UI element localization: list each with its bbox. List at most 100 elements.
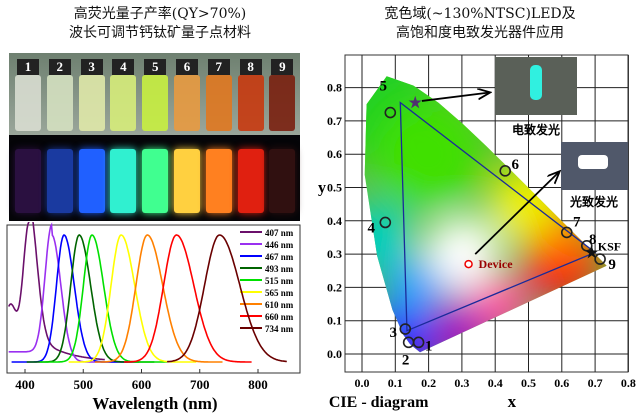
cie-point-marker <box>402 336 415 349</box>
el-arrow <box>421 93 489 102</box>
legend-label: 660 nm <box>265 312 294 322</box>
y-tick-label: 0.8 <box>327 81 342 95</box>
cie-point-label: 1 <box>425 338 433 354</box>
cie-point-label: 2 <box>402 352 410 368</box>
el-label: 电致发光 <box>512 122 560 137</box>
x-tick-label: 0.0 <box>355 376 370 390</box>
vial-daylight <box>142 75 169 131</box>
left-title-line2: 波长可调节钙钛矿量子点材料 <box>69 25 251 41</box>
vial-emission <box>142 149 169 213</box>
cie-point-label: 7 <box>573 214 581 230</box>
left-title-line1: 高荧光量子产率(QY>70%) <box>73 6 247 22</box>
cie-point-label: 9 <box>608 257 616 273</box>
ksf-label: KSF <box>598 239 621 253</box>
x-tick-label: 0.2 <box>421 376 436 390</box>
y-tick-label: 0.2 <box>327 280 342 294</box>
plot-frame <box>6 224 301 374</box>
device-marker <box>464 259 473 269</box>
y-axis-label: y <box>318 180 326 197</box>
device-label: Device <box>479 257 514 271</box>
x-tick-label: 500 <box>74 377 94 392</box>
el-pixel-glow <box>530 65 542 100</box>
right-title-line2: 高饱和度电致发光器件应用 <box>396 25 564 41</box>
vial-number-label: 4 <box>112 59 135 75</box>
y-tick-label: 0.6 <box>327 147 342 161</box>
pl-arrow <box>474 173 558 255</box>
ksf-star-icon: ★ <box>585 245 599 261</box>
cie-point-marker <box>399 323 412 335</box>
cie-point-marker <box>384 106 397 119</box>
x-tick-label: 0.4 <box>488 376 503 390</box>
x-tick-label: 800 <box>248 377 268 392</box>
spectrum-line-565 <box>68 234 197 363</box>
vial-daylight <box>237 75 264 131</box>
x-tick-label: 600 <box>132 377 152 392</box>
right-title-line1: 宽色域(~130%NTSC)LED及 <box>384 6 576 22</box>
cie-diagram-chart: 0.0 0.0 0.1 0.1 0.2 0.2 0.3 0.3 0.4 0.4 0.5 0.5 0.6 0… <box>318 54 636 411</box>
legend-label: 515 nm <box>265 276 294 286</box>
cie-point-label: 6 <box>511 157 519 173</box>
vial-daylight <box>110 75 137 131</box>
vial-number-label: 7 <box>207 59 230 75</box>
y-tick-label: 0.0 <box>327 347 342 361</box>
cie-point-marker <box>580 239 593 252</box>
vial-number-label: 1 <box>17 59 39 75</box>
vial-daylight <box>174 75 200 131</box>
y-tick-label: 0.7 <box>327 114 342 128</box>
x-tick-label: 400 <box>15 377 35 392</box>
gamut-triangle <box>399 101 597 332</box>
vial-daylight <box>205 75 232 131</box>
cie-point-label: 5 <box>380 79 388 95</box>
vial-emission <box>15 149 41 213</box>
cie-point-marker <box>594 253 606 265</box>
el-star-icon: ★ <box>409 96 423 112</box>
vial-emission <box>110 149 137 213</box>
legend-label: 493 nm <box>265 264 294 274</box>
spectrum-line-407 <box>8 222 105 361</box>
y-tick-label: 0.1 <box>327 314 342 328</box>
legend-label: 610 nm <box>265 300 294 310</box>
color-blob <box>381 257 442 318</box>
x-axis-label: x <box>508 392 517 411</box>
vial-number-label: 3 <box>80 59 103 75</box>
vial-daylight <box>269 75 296 131</box>
legend-label: 446 nm <box>265 240 294 250</box>
vial-daylight <box>15 75 41 131</box>
cie-point-marker <box>499 165 511 177</box>
vial-emission <box>269 149 296 213</box>
vial-number-label: 8 <box>239 59 262 75</box>
cie-point-label: 3 <box>390 325 398 341</box>
pl-label: 光致发光 <box>569 194 618 209</box>
left-title: 高荧光量子产率(QY>70%) 波长可调节钙钛矿量子点材料 <box>0 5 320 43</box>
cie-point-label: 4 <box>368 220 376 236</box>
vial-emission <box>205 149 232 213</box>
vial-emission <box>174 149 200 213</box>
cie-caption: CIE - diagram <box>329 394 429 411</box>
vial-daylight <box>46 75 73 131</box>
legend-label: 565 nm <box>265 288 294 298</box>
vial-number-label: 9 <box>271 59 294 75</box>
color-blob <box>423 216 500 293</box>
x-tick-label: 0.7 <box>588 376 603 390</box>
spectrum-line-660 <box>124 234 252 363</box>
x-tick-label: 0.5 <box>521 376 536 390</box>
pl-led-glow <box>578 155 608 169</box>
x-tick-label: 700 <box>190 377 210 392</box>
right-title: 宽色域(~130%NTSC)LED及 高饱和度电致发光器件应用 <box>320 5 640 43</box>
spectrum-line-610 <box>94 234 223 363</box>
y-tick-label: 0.3 <box>327 247 342 261</box>
x-tick-label: 0.1 <box>388 376 403 390</box>
emission-spectra-chart: 400 500 600 700 800 Wavelength (nm) 407 nm 446 … <box>6 222 301 413</box>
y-tick-label: 0.4 <box>327 214 342 228</box>
cie-point-marker <box>379 216 392 229</box>
legend-label: 407 nm <box>265 228 294 238</box>
vial-emission <box>46 149 73 213</box>
vial-emission <box>237 149 264 213</box>
legend-label: 467 nm <box>265 252 294 262</box>
cie-point-label: 8 <box>589 232 597 248</box>
vial-number-label: 6 <box>176 59 198 75</box>
x-tick-label: 0.6 <box>554 376 569 390</box>
vial-daylight <box>78 75 105 131</box>
vials-uv-photo <box>9 135 300 221</box>
